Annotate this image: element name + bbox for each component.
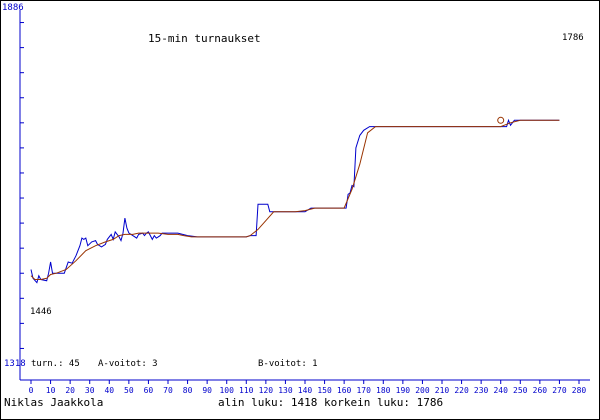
x-tick-label-280: 280 (572, 386, 587, 395)
x-tick-label-120: 120 (259, 386, 274, 395)
series-lines (30, 116, 560, 284)
x-tick-label-160: 160 (337, 386, 352, 395)
x-tick-label-70: 70 (163, 386, 173, 395)
x-tick-label-60: 60 (144, 386, 154, 395)
x-tick-label-250: 250 (513, 386, 528, 395)
x-tick-label-130: 130 (278, 386, 293, 395)
y-top-label: 1886 (2, 3, 24, 13)
rating-line (30, 118, 560, 284)
x-tick-label-150: 150 (317, 386, 332, 395)
x-tick-label-0: 0 (29, 386, 34, 395)
x-tick-label-10: 10 (46, 386, 56, 395)
y-ticks (20, 22, 24, 349)
x-tick-label-230: 230 (474, 386, 489, 395)
x-tick-label-180: 180 (376, 386, 391, 395)
x-tick-label-30: 30 (85, 386, 95, 395)
x-tick-label-190: 190 (396, 386, 411, 395)
x-tick-label-270: 270 (552, 386, 567, 395)
x-tick-label-240: 240 (493, 386, 508, 395)
peak-marker (497, 116, 505, 124)
x-tick-label-220: 220 (454, 386, 469, 395)
x-tick-label-260: 260 (533, 386, 548, 395)
axes (19, 10, 590, 381)
x-tick-label-90: 90 (202, 386, 212, 395)
y-bottom-label: 1318 (4, 359, 26, 369)
x-tick-label-100: 100 (219, 386, 234, 395)
x-ticks (30, 380, 580, 384)
rating-stats: alin luku: 1418 korkein luku: 1786 (218, 396, 443, 409)
low-value-label: 1446 (30, 307, 52, 317)
player-name: Niklas Jaakkola (4, 396, 103, 409)
games-count-label: turn.: 45 (31, 359, 80, 369)
x-tick-label-20: 20 (65, 386, 75, 395)
chart-title: 15-min turnaukset (148, 32, 261, 45)
x-tick-label-50: 50 (124, 386, 134, 395)
x-tick-label-80: 80 (183, 386, 193, 395)
average-line (30, 119, 560, 280)
x-tick-label-170: 170 (356, 386, 371, 395)
x-tick-label-40: 40 (104, 386, 114, 395)
b-wins-label: B-voitot: 1 (258, 359, 318, 369)
x-tick-label-200: 200 (415, 386, 430, 395)
x-tick-label-140: 140 (298, 386, 313, 395)
x-tick-label-210: 210 (435, 386, 450, 395)
x-tick-labels: 0 10 20 30 40 50 60 70 80 90 100 110 120 130 140 150 160… (29, 386, 587, 395)
a-wins-label: A-voitot: 3 (98, 359, 158, 369)
x-tick-label-110: 110 (239, 386, 254, 395)
high-value-label: 1786 (562, 33, 584, 43)
